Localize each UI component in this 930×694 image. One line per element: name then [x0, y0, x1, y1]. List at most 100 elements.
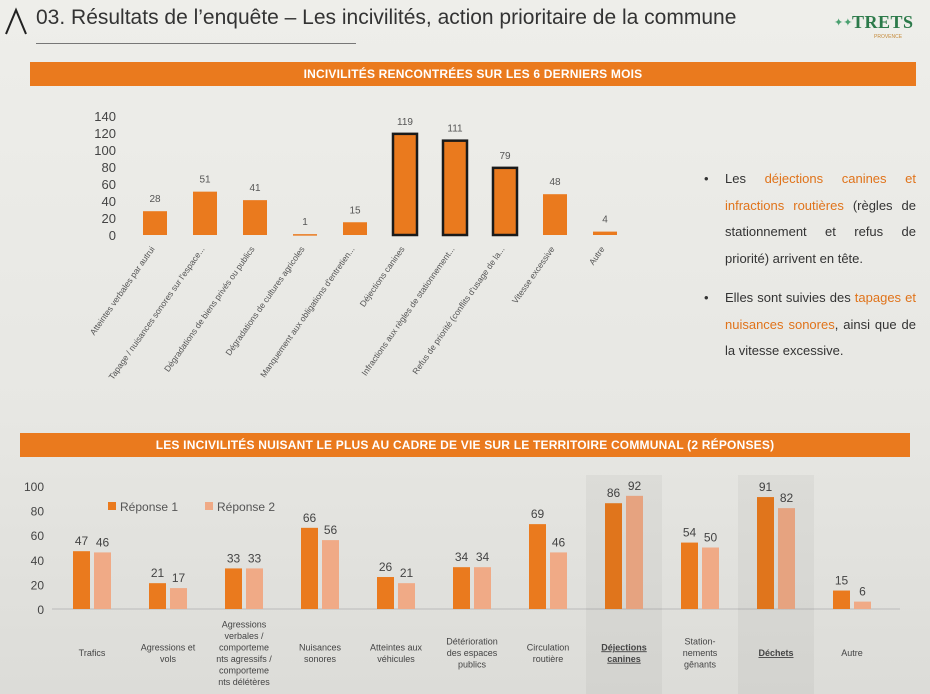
- chart-incivilities-impact: 0 20 40 60 80 100 Réponse 1 Réponse 2 47 46 Trafic…: [24, 475, 900, 694]
- finding-2-rest: , ainsi que de la vitesse excessive.: [725, 316, 916, 359]
- category-label: nements: [683, 648, 718, 658]
- bar-reponse-2: [854, 601, 871, 609]
- legend-swatch: [108, 502, 116, 510]
- data-label: 28: [149, 194, 161, 205]
- bar: [491, 166, 519, 237]
- category-label: nts délétères: [218, 677, 270, 687]
- data-label: 17: [172, 571, 186, 585]
- finding-1-intro: Les: [725, 171, 765, 186]
- data-label: 50: [704, 531, 718, 545]
- data-label: 34: [455, 550, 469, 564]
- logo-subtitle: PROVENCE: [874, 34, 903, 40]
- category-label: Autre: [841, 648, 863, 658]
- finding-1: • Les déjections canines et infractions …: [700, 166, 916, 272]
- bar-reponse-1: [833, 590, 850, 609]
- data-label: 48: [549, 177, 561, 188]
- bar-reponse-1: [301, 527, 318, 609]
- data-label: 46: [552, 535, 566, 549]
- data-label: 69: [531, 507, 545, 521]
- section2-banner: LES INCIVILITÉS NUISANT LE PLUS AU CADRE…: [20, 433, 910, 457]
- bar-reponse-1: [605, 503, 622, 609]
- y-tick-label: 40: [31, 554, 45, 568]
- data-label: 33: [248, 551, 262, 565]
- legend-label: Réponse 1: [120, 500, 178, 514]
- finding-2: • Elles sont suivies des tapages et nuis…: [700, 285, 916, 365]
- bar-reponse-1: [73, 551, 90, 609]
- bar: [391, 132, 419, 237]
- bar-reponse-2: [246, 568, 263, 609]
- data-label: 21: [151, 566, 165, 580]
- bar: [293, 234, 317, 236]
- bar: [243, 200, 267, 235]
- key-findings: • Les déjections canines et infractions …: [700, 166, 916, 365]
- bar: [441, 139, 469, 237]
- y-tick-label: 0: [109, 228, 116, 243]
- category-label: véhicules: [377, 654, 415, 664]
- y-tick-label: 140: [94, 109, 116, 124]
- category-label: Déchets: [758, 648, 793, 658]
- bar-reponse-1: [529, 524, 546, 609]
- bar: [343, 222, 367, 235]
- data-label: 33: [227, 551, 241, 565]
- bar-reponse-2: [322, 540, 339, 609]
- data-label: 56: [324, 523, 338, 537]
- data-label: 47: [75, 534, 89, 548]
- y-tick-label: 80: [31, 505, 45, 519]
- y-tick-label: 0: [37, 603, 44, 617]
- y-tick-label: 80: [102, 160, 116, 175]
- bar-reponse-1: [757, 497, 774, 609]
- category-label: Autre: [587, 244, 607, 267]
- y-tick-label: 40: [102, 194, 116, 209]
- chevron-up-icon: [5, 7, 27, 35]
- category-label: Nuisances: [299, 642, 342, 652]
- category-label: Détérioration: [446, 637, 498, 647]
- category-label: nts agressifs /: [216, 654, 272, 664]
- bar-reponse-2: [170, 588, 187, 609]
- category-label: publics: [458, 660, 487, 670]
- category-label: Agressions: [222, 619, 267, 629]
- title-underline: [36, 43, 356, 44]
- category-label: Dégradations de biens privés ou publics: [162, 244, 257, 373]
- bar-reponse-1: [377, 577, 394, 609]
- category-label: Circulation: [527, 642, 570, 652]
- bar-reponse-1: [681, 542, 698, 609]
- category-label: verbales /: [224, 631, 264, 641]
- legend-swatch: [205, 502, 213, 510]
- data-label: 54: [683, 526, 697, 540]
- bar: [593, 231, 617, 235]
- data-label: 6: [859, 585, 866, 599]
- category-label: Manquement aux obligations d'entretien..…: [258, 244, 357, 379]
- data-label: 46: [96, 535, 110, 549]
- category-label: sonores: [304, 654, 337, 664]
- trets-logo: ✦✦ TRETS PROVENCE: [834, 10, 922, 42]
- bar-reponse-1: [453, 567, 470, 609]
- bullet-marker: •: [704, 171, 709, 186]
- category-label: routière: [533, 654, 564, 664]
- data-label: 26: [379, 560, 393, 574]
- y-tick-label: 100: [24, 480, 44, 494]
- bar-reponse-2: [398, 583, 415, 609]
- data-label: 15: [835, 574, 849, 588]
- category-label: des espaces: [447, 648, 498, 658]
- bar: [143, 211, 167, 235]
- y-tick-label: 120: [94, 126, 116, 141]
- bar-reponse-1: [149, 583, 166, 609]
- bar-reponse-2: [474, 567, 491, 609]
- category-label: Tapage / nuisances sonores sur l'espace.…: [106, 244, 206, 381]
- bar: [193, 191, 217, 235]
- category-label: Atteintes aux: [370, 642, 423, 652]
- y-tick-label: 100: [94, 143, 116, 158]
- category-emphasis-band: [738, 475, 814, 694]
- legend-label: Réponse 2: [217, 500, 275, 514]
- category-label: Trafics: [79, 648, 106, 658]
- category-label: canines: [607, 654, 641, 664]
- data-label: 34: [476, 550, 490, 564]
- data-label: 51: [199, 175, 211, 186]
- data-label: 119: [397, 117, 413, 128]
- category-emphasis-band: [586, 475, 662, 694]
- bar: [543, 194, 567, 235]
- category-label: comporteme: [219, 665, 269, 675]
- data-label: 111: [447, 124, 463, 135]
- data-label: 4: [602, 215, 608, 226]
